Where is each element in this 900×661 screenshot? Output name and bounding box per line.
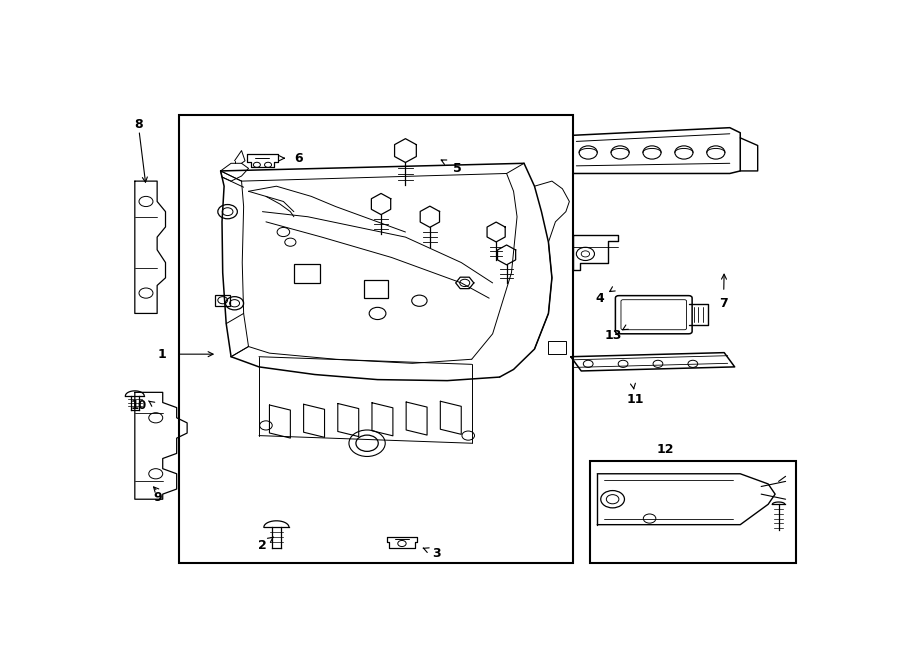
Bar (364, 280, 388, 298)
Bar (590, 461, 796, 563)
Text: 6: 6 (294, 152, 303, 165)
Text: 12: 12 (657, 444, 674, 456)
FancyBboxPatch shape (616, 295, 692, 334)
Text: 8: 8 (135, 118, 143, 131)
Text: 2: 2 (258, 539, 266, 551)
Text: 1: 1 (158, 348, 166, 361)
Text: 4: 4 (595, 292, 604, 305)
Text: 7: 7 (719, 297, 728, 310)
Text: 13: 13 (605, 329, 622, 342)
Text: 10: 10 (130, 399, 147, 412)
FancyBboxPatch shape (621, 299, 687, 330)
Bar (179, 115, 572, 563)
Text: 9: 9 (154, 491, 162, 504)
Text: 5: 5 (454, 162, 462, 175)
Text: 11: 11 (627, 393, 644, 407)
Bar (293, 264, 320, 283)
Text: 3: 3 (433, 547, 441, 560)
Bar (215, 295, 230, 306)
Bar (548, 342, 566, 354)
